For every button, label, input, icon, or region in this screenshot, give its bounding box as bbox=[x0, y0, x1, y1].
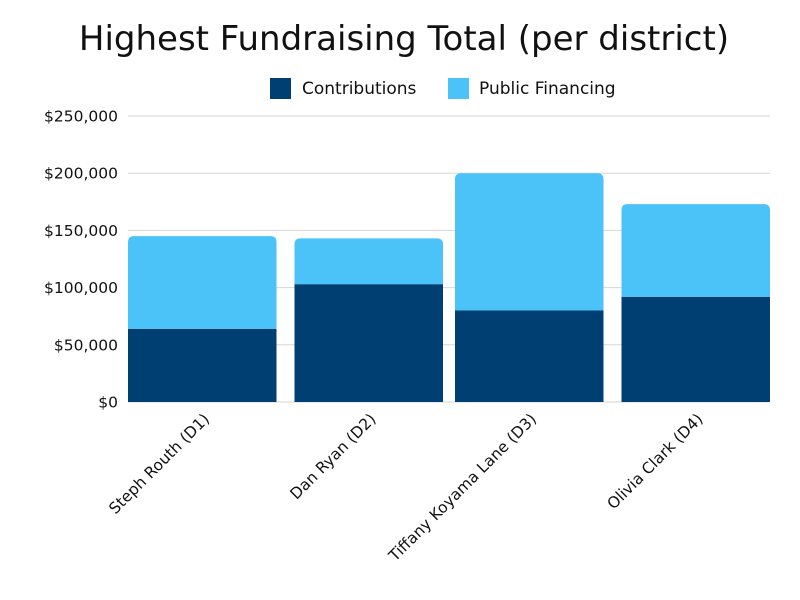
y-tick-label: $150,000 bbox=[44, 222, 118, 240]
bars bbox=[128, 173, 770, 402]
chart-title: Highest Fundraising Total (per district) bbox=[79, 19, 729, 59]
legend-swatch-public-financing bbox=[448, 78, 469, 99]
legend-label-contributions: Contributions bbox=[302, 79, 417, 99]
x-category-label: Dan Ryan (D2) bbox=[287, 410, 380, 503]
bar-segment-public-financing bbox=[621, 204, 770, 297]
y-axis-ticks: $0 $50,000 $100,000 $150,000 $200,000 $250,00… bbox=[44, 108, 118, 412]
y-tick-label: $0 bbox=[98, 394, 118, 412]
legend-swatch-contributions bbox=[270, 78, 291, 99]
bar-segment-contributions bbox=[294, 284, 443, 402]
legend: Contributions Public Financing bbox=[270, 78, 616, 99]
bar-segment-contributions bbox=[455, 310, 604, 402]
legend-label-public-financing: Public Financing bbox=[479, 79, 616, 99]
y-tick-label: $250,000 bbox=[44, 108, 118, 126]
bar-segment-public-financing bbox=[455, 173, 604, 311]
y-tick-label: $200,000 bbox=[44, 165, 118, 183]
bar-segment-public-financing bbox=[128, 236, 277, 329]
x-category-label: Olivia Clark (D4) bbox=[604, 410, 707, 513]
y-tick-label: $50,000 bbox=[54, 336, 118, 354]
bar-segment-contributions bbox=[621, 296, 770, 402]
y-tick-label: $100,000 bbox=[44, 279, 118, 297]
x-axis-labels: Steph Routh (D1) Dan Ryan (D2) Tiffany Koy… bbox=[105, 410, 706, 565]
bar-segment-public-financing bbox=[294, 238, 443, 285]
x-category-label: Steph Routh (D1) bbox=[105, 410, 213, 518]
x-category-label: Tiffany Koyama Lane (D3) bbox=[385, 410, 540, 565]
bar-segment-contributions bbox=[128, 328, 277, 402]
